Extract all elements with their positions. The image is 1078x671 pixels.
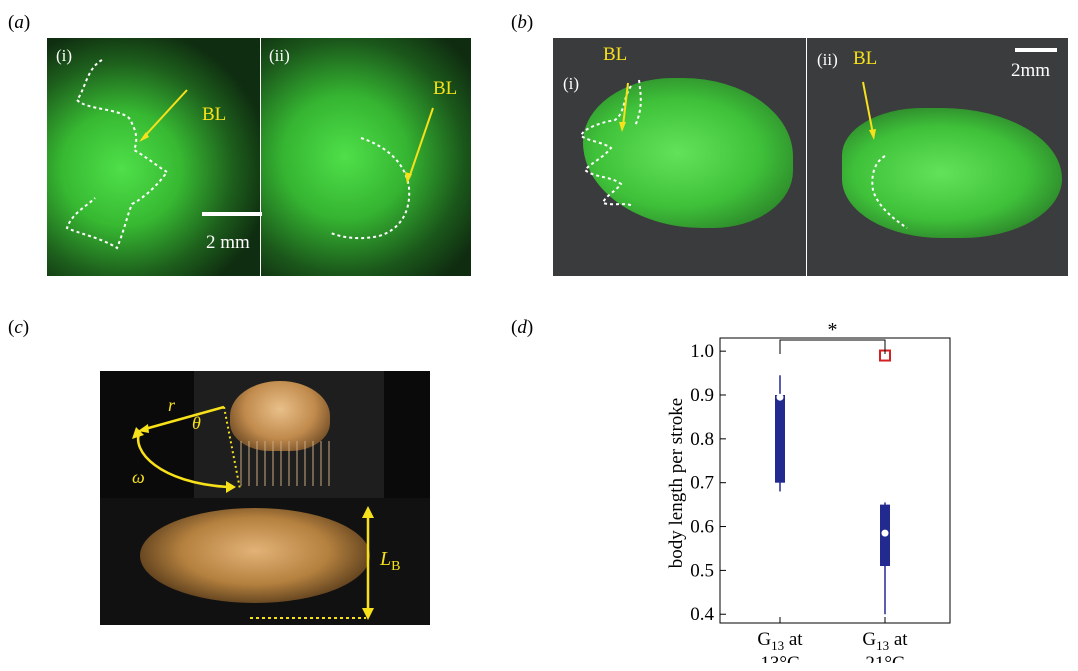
panel-b-image-i: (i) BL xyxy=(553,38,806,276)
y-axis-label: body length per stroke xyxy=(666,398,687,568)
panel-a-letter: a xyxy=(14,12,24,33)
significance-star: * xyxy=(828,319,838,341)
x-tick-label: G13 at xyxy=(862,629,908,653)
panel-c-jellyfish-bell xyxy=(230,381,330,451)
panel-a-ii-bl-label: BL xyxy=(433,78,458,99)
panel-b-i-bl-label: BL xyxy=(603,44,628,65)
panel-b-ii-outline xyxy=(862,81,908,229)
panel-c-label: (c) xyxy=(8,317,30,338)
plot-frame xyxy=(719,337,951,624)
box-median-dot xyxy=(776,393,784,401)
x-tick-label-line2: 13°C xyxy=(760,653,799,663)
panel-a-image-ii: (ii) BL xyxy=(261,38,471,276)
y-tick-label: 1.0 xyxy=(690,341,714,362)
panel-c-omega-label: ω xyxy=(132,467,145,487)
panel-c-r-label: r xyxy=(168,395,176,415)
panel-b-scale-label: 2mm xyxy=(1011,60,1051,81)
panel-b-letter: b xyxy=(517,12,527,33)
panel-c-lb-main: L xyxy=(380,548,392,570)
y-tick-label: 0.5 xyxy=(690,560,714,581)
panel-a-image-i: (i) BL xyxy=(47,38,260,276)
panel-a-ii-sublabel: (ii) xyxy=(269,46,290,65)
panel-b-image-ii: (ii) BL 2mm xyxy=(807,38,1068,276)
y-tick-label: 0.8 xyxy=(690,429,714,450)
panel-a-scale-label: 2 mm xyxy=(206,232,250,253)
panel-b-ii-bl-label: BL xyxy=(853,48,878,69)
panel-c-image-bottom: LB xyxy=(100,498,430,625)
panel-c-jellyfish-tentacles xyxy=(240,441,330,486)
panel-a-ii-outline xyxy=(330,107,434,240)
panel-b-scale-bar xyxy=(1015,48,1057,52)
panel-c-bottom-annotations xyxy=(250,506,374,620)
significance-bracket xyxy=(779,339,886,354)
panel-d-letter: d xyxy=(517,317,527,338)
panel-a-i-bl-label: BL xyxy=(202,104,227,125)
y-tick-label: 0.7 xyxy=(690,473,714,494)
panel-b-i-outline xyxy=(579,79,642,207)
panel-c-image-top: r θ ω xyxy=(100,371,430,498)
panel-c-lb-sub: B xyxy=(391,559,401,574)
panel-a-scale-bar xyxy=(202,212,262,216)
panel-d-label: (d) xyxy=(511,317,534,338)
panel-b-ii-blob xyxy=(842,108,1062,238)
panel-c-letter: c xyxy=(14,317,23,338)
panel-b-i-sublabel: (i) xyxy=(563,74,580,93)
x-tick-label-line2: 21°C xyxy=(865,653,904,663)
panel-a-label: (a) xyxy=(8,12,31,33)
x-tick-label: G13 at xyxy=(757,629,803,653)
y-tick-label: 0.6 xyxy=(690,517,714,538)
box-iqr xyxy=(775,395,785,483)
panel-c-bottom-body xyxy=(140,508,370,603)
chart-marks: * xyxy=(775,319,891,615)
box-median-dot xyxy=(881,529,889,537)
panel-c-theta-label: θ xyxy=(192,413,201,433)
panel-a-i-sublabel: (i) xyxy=(56,46,73,65)
panel-b-label: (b) xyxy=(511,12,534,33)
panel-b-i-blob xyxy=(583,78,793,228)
y-tick-label: 0.9 xyxy=(690,385,714,406)
panel-c-top-annotations xyxy=(132,405,241,493)
y-tick-label: 0.4 xyxy=(690,604,714,625)
panel-c-lb-label: LB xyxy=(380,548,400,575)
panel-a-i-outline xyxy=(65,59,188,250)
panel-b-ii-sublabel: (ii) xyxy=(817,50,838,69)
